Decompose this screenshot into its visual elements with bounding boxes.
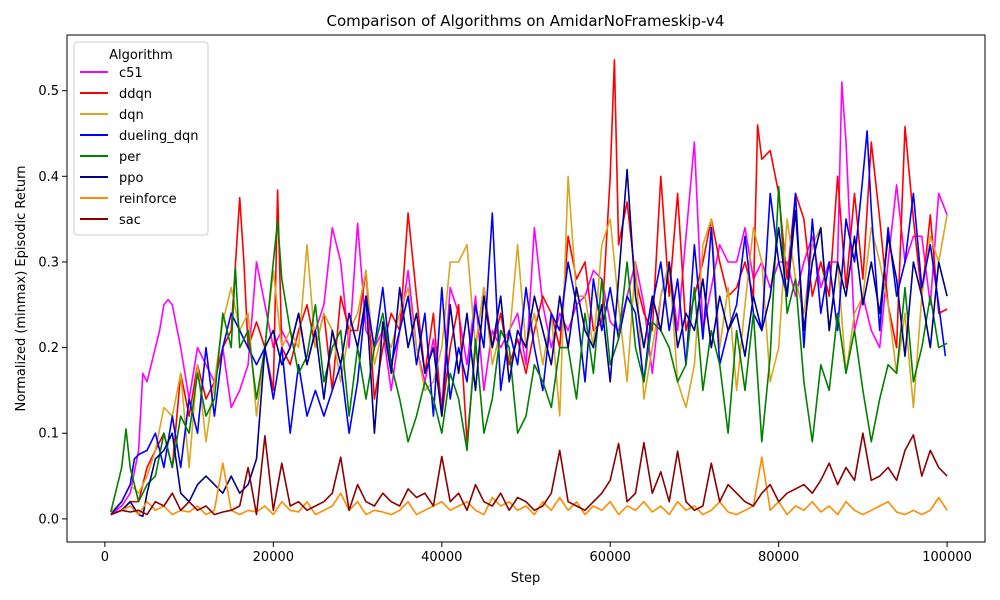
legend-label-dueling_dqn: dueling_dqn	[119, 129, 198, 144]
x-tick-label: 80000	[758, 550, 799, 565]
series-line-c51	[110, 81, 948, 516]
legend-label-c51: c51	[119, 66, 143, 81]
y-tick-label: 0.4	[38, 170, 59, 185]
series-line-ppo	[110, 168, 948, 518]
y-tick-label: 0.1	[38, 427, 59, 442]
x-tick-label: 0	[101, 550, 109, 565]
legend-title: Algorithm	[109, 48, 173, 63]
series-line-reinforce	[110, 456, 948, 516]
y-tick-label: 0.0	[38, 512, 59, 527]
y-tick-label: 0.2	[38, 341, 59, 356]
legend-label-dqn: dqn	[119, 108, 144, 123]
x-tick-label: 20000	[253, 550, 294, 565]
legend-label-reinforce: reinforce	[119, 192, 177, 207]
plot-lines	[110, 59, 948, 518]
legend-label-sac: sac	[119, 213, 141, 228]
x-tick-label: 40000	[421, 550, 462, 565]
series-line-sac	[110, 432, 948, 516]
x-tick-label: 60000	[590, 550, 631, 565]
x-axis-label: Step	[511, 571, 541, 586]
series-line-per	[110, 185, 948, 513]
legend-label-ddqn: ddqn	[119, 87, 152, 102]
y-axis-ticks: 0.0 0.1 0.2 0.3 0.4 0.5	[38, 84, 67, 527]
legend-label-per: per	[119, 150, 141, 165]
x-axis-ticks: 0 20000 40000 60000 80000 100000	[101, 542, 972, 565]
y-tick-label: 0.5	[38, 84, 59, 99]
legend-box	[73, 41, 209, 236]
y-tick-label: 0.3	[38, 255, 59, 270]
legend-label-ppo: ppo	[119, 171, 144, 186]
plot-frame	[66, 34, 986, 543]
chart-title: Comparison of Algorithms on AmidarNoFram…	[327, 12, 725, 30]
x-tick-label: 100000	[922, 550, 972, 565]
y-axis-label: Normalized (minmax) Episodic Return	[14, 165, 29, 411]
